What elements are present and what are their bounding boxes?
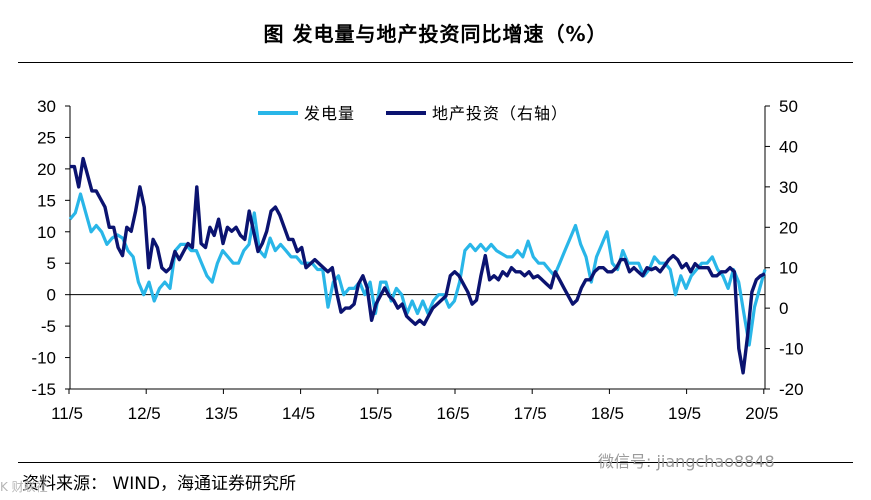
right-tick-label: 40 (779, 137, 798, 156)
right-tick-label: 50 (779, 97, 798, 116)
x-tick-label: 17/5 (514, 404, 547, 423)
legend-label: 地产投资（右轴） (432, 104, 568, 123)
legend-label: 发电量 (304, 104, 355, 123)
left-tick-label: -15 (31, 380, 56, 399)
source-note: 资料来源： WIND，海通证券研究所 (22, 474, 297, 494)
right-tick-label: -10 (779, 340, 804, 359)
left-tick-label: 30 (37, 97, 56, 116)
series-line-real-estate-investment (70, 156, 766, 375)
right-tick-label: 30 (779, 178, 798, 197)
x-tick-label: 14/5 (282, 404, 315, 423)
watermark-left: K 财联社 (0, 480, 48, 494)
left-tick-label: -10 (31, 349, 56, 368)
left-tick-label: -5 (41, 317, 56, 336)
source-rule (18, 462, 853, 463)
left-tick-label: 10 (37, 223, 56, 242)
title-rule (18, 62, 853, 63)
x-tick-label: 11/5 (51, 404, 83, 423)
chart-title: 图 发电量与地产投资同比增速（%） (263, 22, 608, 46)
x-tick-label: 20/5 (745, 404, 778, 423)
left-tick-label: 0 (47, 286, 56, 305)
watermark: 微信号: jiangchao8848 (598, 452, 775, 471)
left-tick-label: 20 (37, 160, 56, 179)
left-tick-label: 25 (37, 128, 56, 147)
right-tick-label: -20 (779, 380, 804, 399)
x-tick-label: 19/5 (668, 404, 701, 423)
x-tick-label: 15/5 (359, 404, 392, 423)
right-tick-label: 10 (779, 259, 798, 278)
right-tick-label: 20 (779, 218, 798, 237)
left-tick-label: 5 (47, 254, 56, 273)
x-tick-label: 13/5 (205, 404, 238, 423)
x-tick-label: 12/5 (128, 404, 161, 423)
x-tick-label: 18/5 (591, 404, 624, 423)
left-tick-label: 15 (37, 191, 56, 210)
x-tick-label: 16/5 (436, 404, 469, 423)
right-tick-label: 0 (779, 299, 788, 318)
